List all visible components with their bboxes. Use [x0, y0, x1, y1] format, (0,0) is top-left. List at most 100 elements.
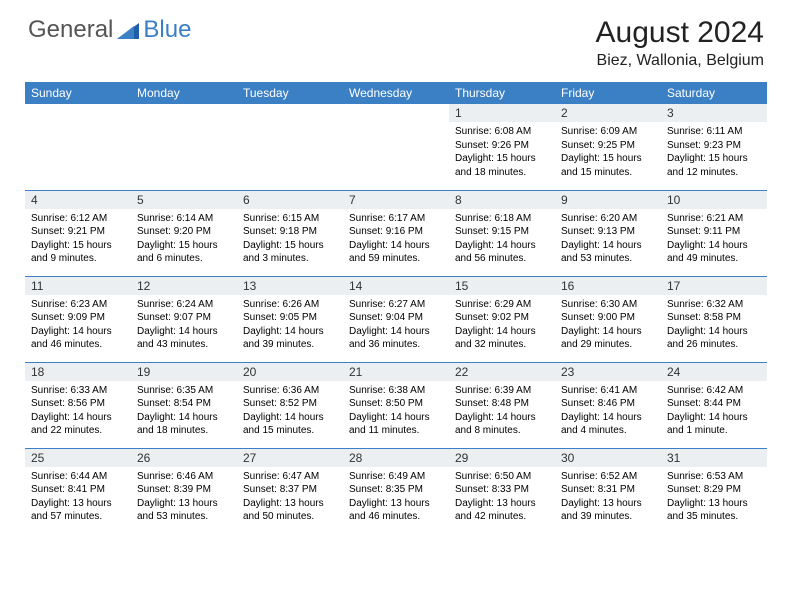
calendar-week-row: 25Sunrise: 6:44 AMSunset: 8:41 PMDayligh… — [25, 448, 767, 534]
day-sr: Sunrise: 6:36 AM — [243, 384, 337, 398]
day-number: 14 — [343, 277, 449, 295]
day-sr: Sunrise: 6:21 AM — [667, 212, 761, 226]
calendar-day-cell: 14Sunrise: 6:27 AMSunset: 9:04 PMDayligh… — [343, 276, 449, 362]
day-number: 22 — [449, 363, 555, 381]
day-ss: Sunset: 8:29 PM — [667, 483, 761, 497]
day-dl: Daylight: 15 hours and 12 minutes. — [667, 152, 761, 179]
day-ss: Sunset: 8:41 PM — [31, 483, 125, 497]
day-details: Sunrise: 6:14 AMSunset: 9:20 PMDaylight:… — [131, 209, 237, 268]
day-sr: Sunrise: 6:35 AM — [137, 384, 231, 398]
day-dl: Daylight: 14 hours and 18 minutes. — [137, 411, 231, 438]
day-details: Sunrise: 6:23 AMSunset: 9:09 PMDaylight:… — [25, 295, 131, 354]
day-details: Sunrise: 6:32 AMSunset: 8:58 PMDaylight:… — [661, 295, 767, 354]
day-number: 17 — [661, 277, 767, 295]
day-number: 4 — [25, 191, 131, 209]
day-ss: Sunset: 9:09 PM — [31, 311, 125, 325]
day-ss: Sunset: 8:54 PM — [137, 397, 231, 411]
day-number: 28 — [343, 449, 449, 467]
day-ss: Sunset: 9:18 PM — [243, 225, 337, 239]
day-number: 1 — [449, 104, 555, 122]
day-dl: Daylight: 14 hours and 53 minutes. — [561, 239, 655, 266]
day-ss: Sunset: 9:13 PM — [561, 225, 655, 239]
day-sr: Sunrise: 6:09 AM — [561, 125, 655, 139]
day-dl: Daylight: 13 hours and 39 minutes. — [561, 497, 655, 524]
calendar-day-cell: 27Sunrise: 6:47 AMSunset: 8:37 PMDayligh… — [237, 448, 343, 534]
header: General Blue August 2024 Biez, Wallonia,… — [0, 0, 792, 76]
day-number: 18 — [25, 363, 131, 381]
day-sr: Sunrise: 6:18 AM — [455, 212, 549, 226]
day-details: Sunrise: 6:33 AMSunset: 8:56 PMDaylight:… — [25, 381, 131, 440]
day-number: 16 — [555, 277, 661, 295]
calendar-week-row: 11Sunrise: 6:23 AMSunset: 9:09 PMDayligh… — [25, 276, 767, 362]
calendar-day-cell: 8Sunrise: 6:18 AMSunset: 9:15 PMDaylight… — [449, 190, 555, 276]
weekday-header: Sunday — [25, 82, 131, 104]
day-dl: Daylight: 14 hours and 36 minutes. — [349, 325, 443, 352]
calendar-day-cell: 22Sunrise: 6:39 AMSunset: 8:48 PMDayligh… — [449, 362, 555, 448]
day-dl: Daylight: 14 hours and 26 minutes. — [667, 325, 761, 352]
logo-text-general: General — [28, 16, 113, 44]
day-details: Sunrise: 6:50 AMSunset: 8:33 PMDaylight:… — [449, 467, 555, 526]
day-dl: Daylight: 14 hours and 39 minutes. — [243, 325, 337, 352]
weekday-header: Saturday — [661, 82, 767, 104]
day-sr: Sunrise: 6:33 AM — [31, 384, 125, 398]
calendar-day-cell: 2Sunrise: 6:09 AMSunset: 9:25 PMDaylight… — [555, 104, 661, 190]
day-dl: Daylight: 13 hours and 42 minutes. — [455, 497, 549, 524]
day-details: Sunrise: 6:27 AMSunset: 9:04 PMDaylight:… — [343, 295, 449, 354]
weekday-header: Friday — [555, 82, 661, 104]
day-dl: Daylight: 14 hours and 29 minutes. — [561, 325, 655, 352]
day-details: Sunrise: 6:36 AMSunset: 8:52 PMDaylight:… — [237, 381, 343, 440]
calendar-day-cell: 10Sunrise: 6:21 AMSunset: 9:11 PMDayligh… — [661, 190, 767, 276]
day-dl: Daylight: 14 hours and 8 minutes. — [455, 411, 549, 438]
day-details: Sunrise: 6:17 AMSunset: 9:16 PMDaylight:… — [343, 209, 449, 268]
day-sr: Sunrise: 6:27 AM — [349, 298, 443, 312]
weekday-header: Thursday — [449, 82, 555, 104]
day-number: 6 — [237, 191, 343, 209]
day-sr: Sunrise: 6:14 AM — [137, 212, 231, 226]
day-sr: Sunrise: 6:47 AM — [243, 470, 337, 484]
day-dl: Daylight: 14 hours and 11 minutes. — [349, 411, 443, 438]
day-number: 25 — [25, 449, 131, 467]
day-sr: Sunrise: 6:49 AM — [349, 470, 443, 484]
calendar-day-cell — [25, 104, 131, 190]
day-sr: Sunrise: 6:12 AM — [31, 212, 125, 226]
calendar-day-cell: 29Sunrise: 6:50 AMSunset: 8:33 PMDayligh… — [449, 448, 555, 534]
calendar-day-cell: 12Sunrise: 6:24 AMSunset: 9:07 PMDayligh… — [131, 276, 237, 362]
logo-triangle-icon — [117, 21, 139, 39]
calendar-day-cell: 15Sunrise: 6:29 AMSunset: 9:02 PMDayligh… — [449, 276, 555, 362]
day-sr: Sunrise: 6:29 AM — [455, 298, 549, 312]
calendar-day-cell: 9Sunrise: 6:20 AMSunset: 9:13 PMDaylight… — [555, 190, 661, 276]
day-details: Sunrise: 6:20 AMSunset: 9:13 PMDaylight:… — [555, 209, 661, 268]
day-dl: Daylight: 13 hours and 35 minutes. — [667, 497, 761, 524]
day-number: 31 — [661, 449, 767, 467]
calendar-day-cell: 20Sunrise: 6:36 AMSunset: 8:52 PMDayligh… — [237, 362, 343, 448]
calendar-day-cell: 28Sunrise: 6:49 AMSunset: 8:35 PMDayligh… — [343, 448, 449, 534]
day-number: 26 — [131, 449, 237, 467]
day-details: Sunrise: 6:11 AMSunset: 9:23 PMDaylight:… — [661, 122, 767, 181]
day-details: Sunrise: 6:30 AMSunset: 9:00 PMDaylight:… — [555, 295, 661, 354]
logo-text-blue: Blue — [143, 16, 191, 44]
day-details: Sunrise: 6:21 AMSunset: 9:11 PMDaylight:… — [661, 209, 767, 268]
calendar-day-cell: 11Sunrise: 6:23 AMSunset: 9:09 PMDayligh… — [25, 276, 131, 362]
day-ss: Sunset: 8:35 PM — [349, 483, 443, 497]
day-number: 5 — [131, 191, 237, 209]
calendar-day-cell: 13Sunrise: 6:26 AMSunset: 9:05 PMDayligh… — [237, 276, 343, 362]
day-dl: Daylight: 15 hours and 18 minutes. — [455, 152, 549, 179]
day-dl: Daylight: 14 hours and 49 minutes. — [667, 239, 761, 266]
day-ss: Sunset: 8:56 PM — [31, 397, 125, 411]
calendar-day-cell: 1Sunrise: 6:08 AMSunset: 9:26 PMDaylight… — [449, 104, 555, 190]
day-details: Sunrise: 6:09 AMSunset: 9:25 PMDaylight:… — [555, 122, 661, 181]
calendar-day-cell: 31Sunrise: 6:53 AMSunset: 8:29 PMDayligh… — [661, 448, 767, 534]
day-dl: Daylight: 15 hours and 15 minutes. — [561, 152, 655, 179]
day-ss: Sunset: 9:20 PM — [137, 225, 231, 239]
day-sr: Sunrise: 6:52 AM — [561, 470, 655, 484]
day-dl: Daylight: 14 hours and 43 minutes. — [137, 325, 231, 352]
day-dl: Daylight: 15 hours and 9 minutes. — [31, 239, 125, 266]
day-ss: Sunset: 9:15 PM — [455, 225, 549, 239]
calendar-day-cell: 26Sunrise: 6:46 AMSunset: 8:39 PMDayligh… — [131, 448, 237, 534]
day-details: Sunrise: 6:24 AMSunset: 9:07 PMDaylight:… — [131, 295, 237, 354]
calendar-day-cell: 23Sunrise: 6:41 AMSunset: 8:46 PMDayligh… — [555, 362, 661, 448]
day-ss: Sunset: 9:02 PM — [455, 311, 549, 325]
day-ss: Sunset: 8:58 PM — [667, 311, 761, 325]
day-details: Sunrise: 6:42 AMSunset: 8:44 PMDaylight:… — [661, 381, 767, 440]
day-dl: Daylight: 14 hours and 46 minutes. — [31, 325, 125, 352]
